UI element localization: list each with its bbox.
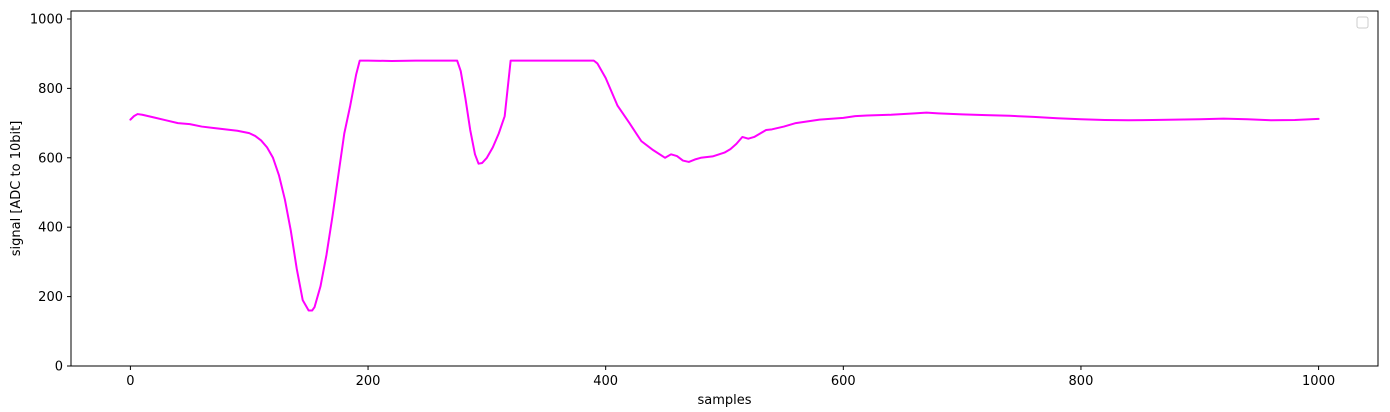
y-tick-label: 800: [38, 82, 63, 97]
series-line-1: [129, 59, 1320, 312]
legend-box: [1356, 16, 1369, 29]
y-tick-label: 1000: [30, 12, 63, 27]
x-tick-label: 400: [593, 374, 618, 389]
x-tick-label: 0: [126, 374, 134, 389]
y-tick-label: 200: [38, 290, 63, 305]
x-tick-label: 800: [1069, 374, 1094, 389]
plot-frame: [70, 10, 1379, 367]
y-axis-ticks: 0 200 400 600 800 1000: [30, 12, 71, 375]
x-axis-label: samples: [697, 393, 751, 408]
x-tick-label: 600: [831, 374, 856, 389]
x-tick-label: 200: [356, 374, 381, 389]
y-axis-label: signal [ADC to 10bit]: [9, 121, 24, 257]
plot-area: [71, 11, 1378, 366]
x-tick-label: 1000: [1302, 374, 1335, 389]
series-layer: [129, 59, 1320, 312]
y-tick-label: 0: [55, 360, 63, 375]
y-tick-label: 600: [38, 151, 63, 166]
x-axis-ticks: 0 200 400 600 800 1000: [126, 366, 1335, 389]
y-tick-label: 400: [38, 221, 63, 236]
